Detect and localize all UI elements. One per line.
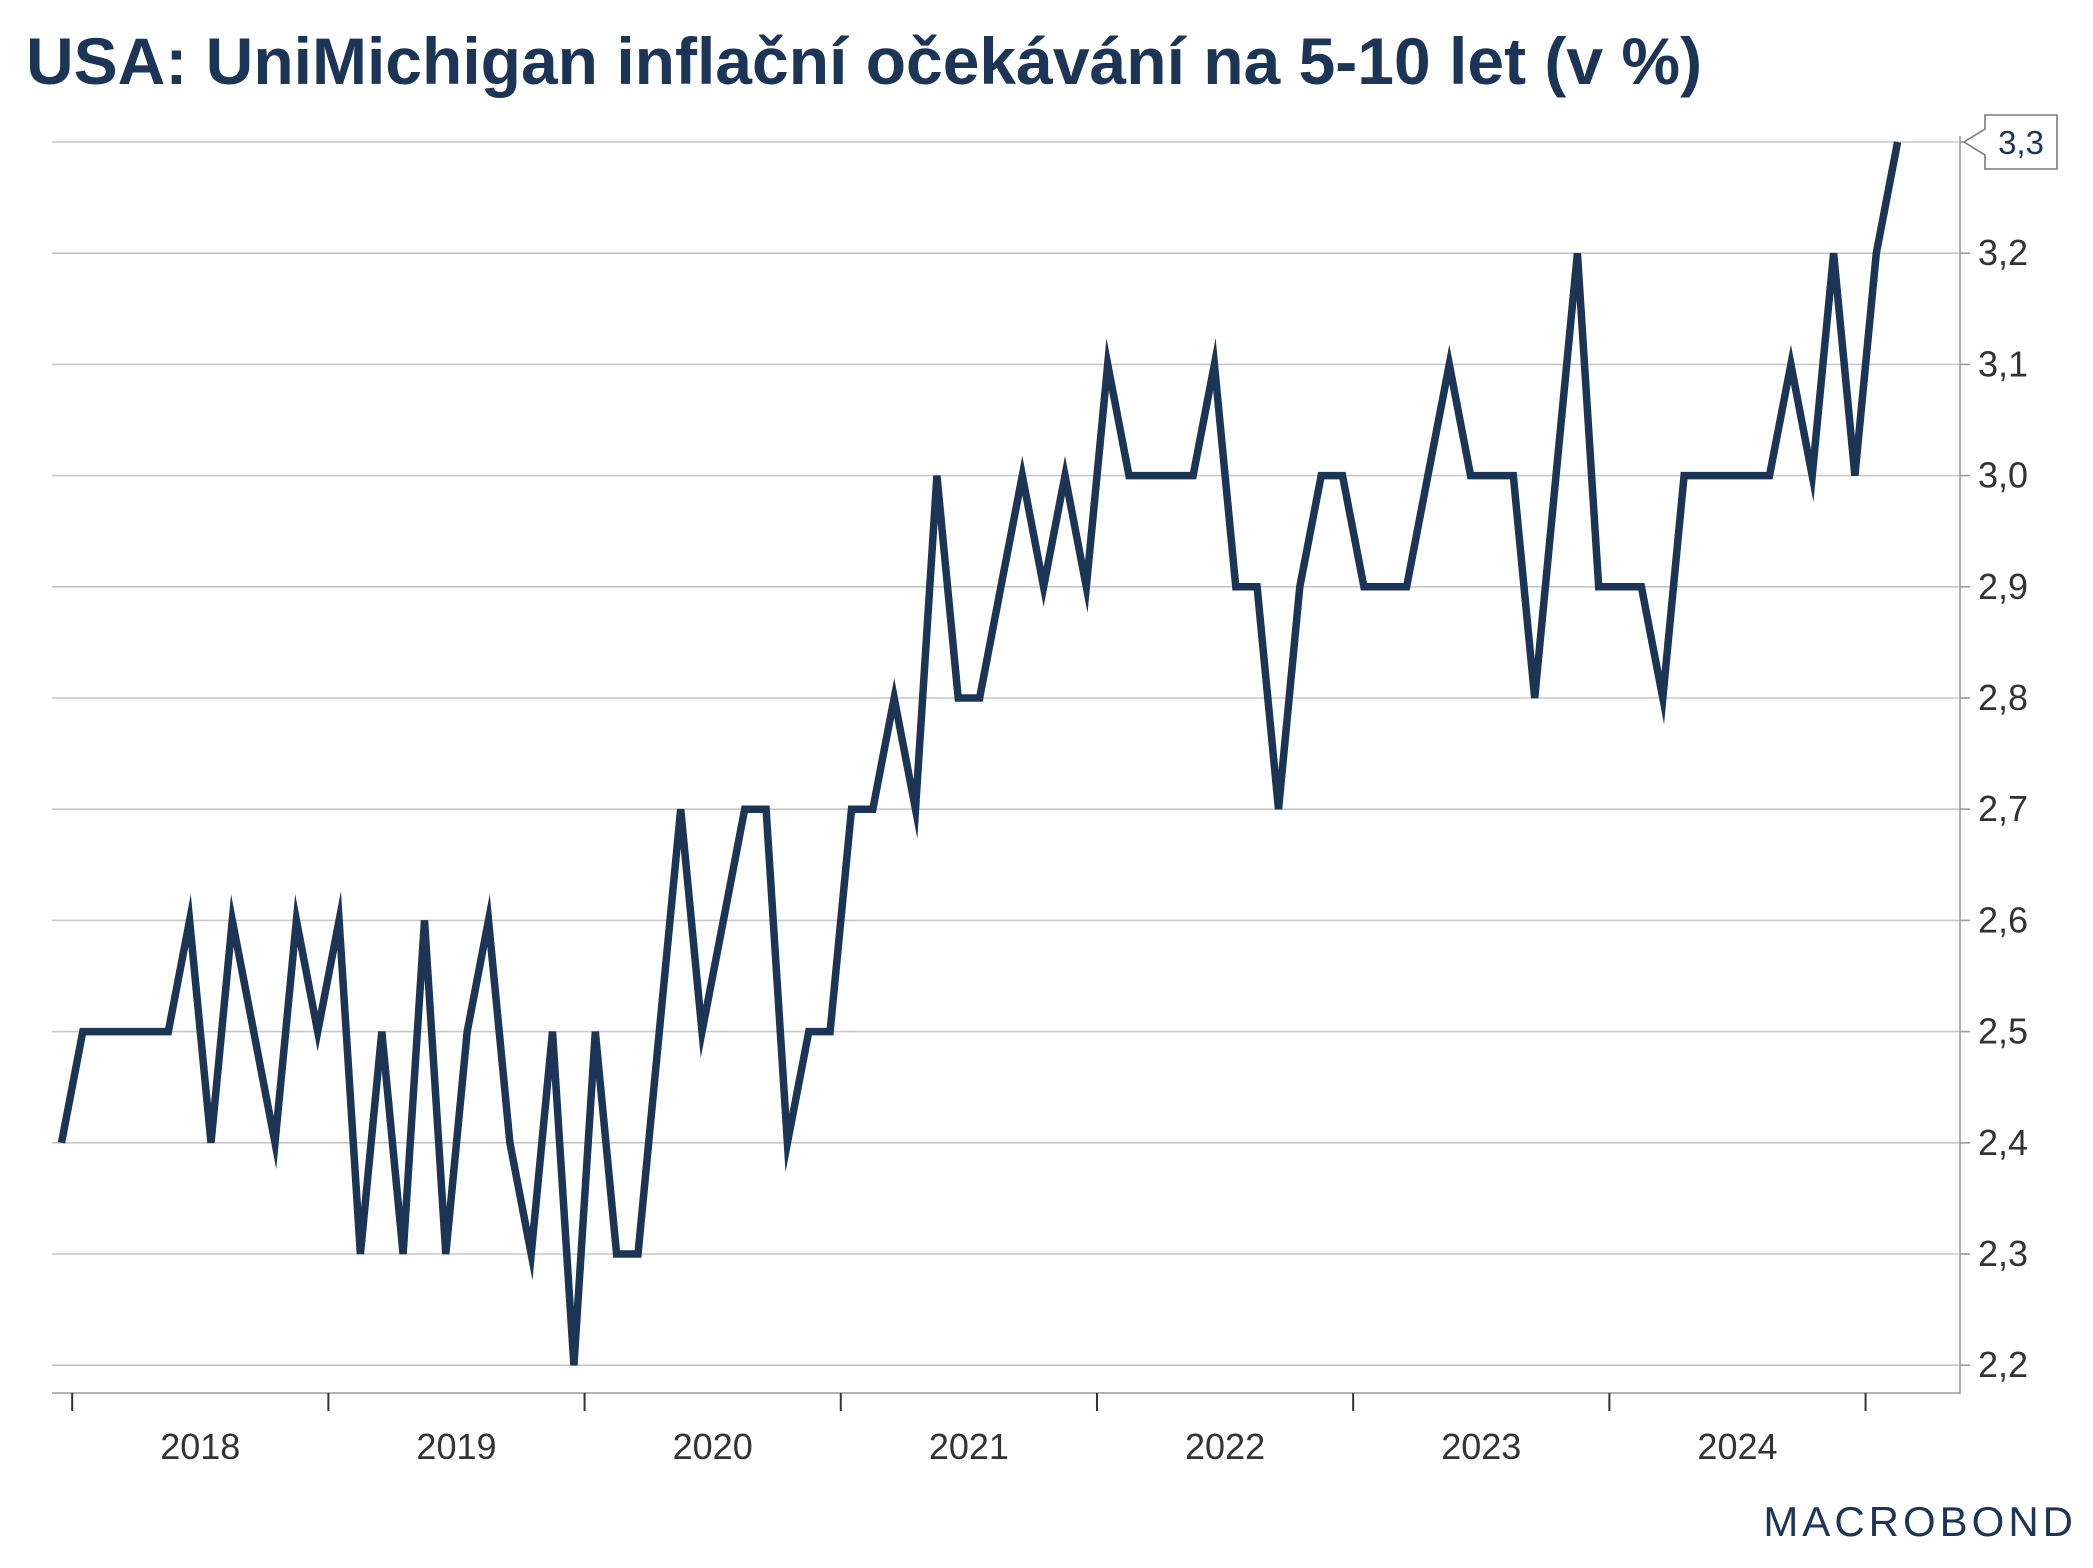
x-tick-label: 2021 (929, 1426, 1009, 1467)
y-tick-label: 3,2 (1978, 232, 2028, 273)
y-tick-label: 3,0 (1978, 455, 2028, 496)
last-value-label: 3,3 (1998, 124, 2044, 161)
inflation-expectations-line (57, 141, 1902, 1366)
x-tick-label: 2022 (1185, 1426, 1265, 1467)
x-tick-label: 2019 (416, 1426, 496, 1467)
macrobond-logo: MACROBOND (1763, 1498, 2077, 1545)
last-value-callout (1962, 114, 2058, 170)
x-tick-label: 2020 (673, 1426, 753, 1467)
x-tick-label: 2018 (160, 1426, 240, 1467)
y-tick-label: 2,8 (1978, 677, 2028, 718)
y-tick-label: 2,7 (1978, 788, 2028, 829)
y-tick-label: 3,1 (1978, 343, 2028, 384)
x-tick-label: 2023 (1441, 1426, 1521, 1467)
y-tick-label: 2,6 (1978, 899, 2028, 940)
y-tick-label: 2,2 (1978, 1344, 2028, 1385)
y-tick-label: 2,9 (1978, 566, 2028, 607)
chart-title: USA: UniMichigan inflační očekávání na 5… (26, 24, 1703, 98)
y-tick-label: 2,5 (1978, 1011, 2028, 1052)
y-tick-label: 2,4 (1978, 1122, 2028, 1163)
y-tick-label: 2,3 (1978, 1233, 2028, 1274)
x-tick-label: 2024 (1697, 1426, 1777, 1467)
